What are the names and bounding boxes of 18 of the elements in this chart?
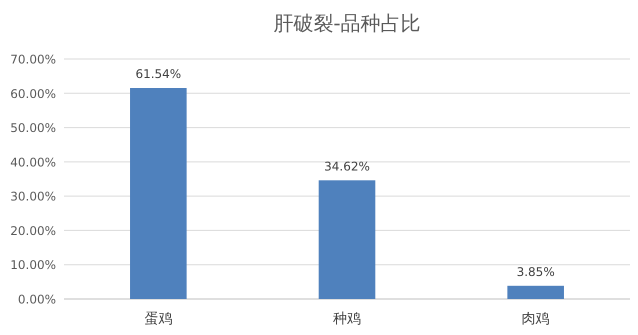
y-tick-label: 50.00% <box>10 121 56 136</box>
bar <box>318 180 376 299</box>
bar <box>507 286 564 299</box>
bar <box>130 88 187 299</box>
data-label: 34.62% <box>324 159 370 174</box>
y-tick-label: 10.00% <box>10 258 56 272</box>
chart-title: 肝破裂-品种占比 <box>273 11 421 35</box>
y-tick-label: 70.00% <box>10 52 56 66</box>
data-label: 61.54% <box>135 67 182 82</box>
y-tick-label: 30.00% <box>10 190 56 204</box>
x-tick-label: 种鸡 <box>333 311 361 327</box>
y-tick-label: 60.00% <box>10 86 56 101</box>
y-tick-label: 20.00% <box>10 224 56 238</box>
y-tick-label: 0.00% <box>18 292 56 306</box>
y-tick-label: 40.00% <box>10 155 56 170</box>
data-label: 3.85% <box>516 264 555 279</box>
x-tick-label: 肉鸡 <box>522 311 550 327</box>
x-tick-label: 蛋鸡 <box>144 311 172 327</box>
